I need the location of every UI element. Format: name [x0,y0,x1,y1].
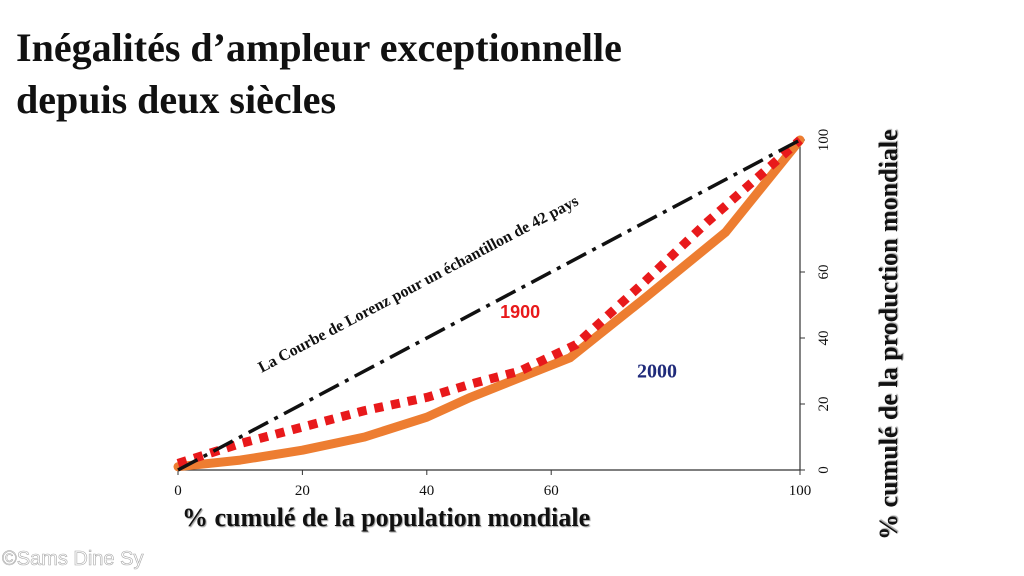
watermark: ©Sams Dine Sy [2,548,144,571]
y-axis-label: % cumulé de la production mondiale [874,129,903,540]
x-axis-label: % cumulé de la population mondiale [182,503,591,532]
y-tick-label: 100 [816,129,832,152]
series-label-2000: 2000 [637,361,677,383]
x-tick-label: 20 [295,483,310,499]
chart-axes: 0 20 40 60 100 0 20 40 60 100 [174,129,832,499]
x-tick-label: 60 [544,483,559,499]
equality-diagonal-line [177,138,801,472]
chart-labels-layer: La Courbe de Lorenz pour un échantillon … [256,193,677,383]
y-tick-label: 0 [816,466,832,474]
x-tick-label: 0 [174,483,182,499]
series-2000-line [173,135,805,472]
page-title: Inégalités d’ampleur exceptionnelle depu… [16,22,622,126]
series-label-1900: 1900 [500,302,540,322]
series-1900-line [176,136,803,468]
chart-series-layer [173,135,805,472]
x-tick-label: 40 [419,483,434,499]
y-tick-label: 40 [816,331,832,346]
y-tick-label: 60 [816,265,832,280]
y-tick-label: 20 [816,397,832,412]
x-tick-label: 100 [789,483,812,499]
diagonal-label: La Courbe de Lorenz pour un échantillon … [256,193,582,377]
title-line-1: Inégalités d’ampleur exceptionnelle [16,25,622,70]
title-line-2: depuis deux siècles [16,77,337,122]
